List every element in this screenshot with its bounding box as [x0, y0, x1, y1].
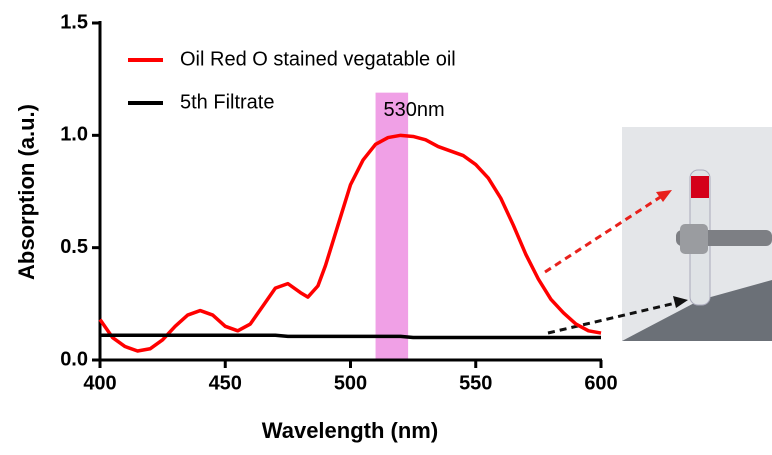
clamp-head	[680, 224, 708, 254]
highlight-band	[375, 92, 409, 360]
x-tick-label: 450	[209, 372, 242, 394]
y-tick-label: 0.0	[60, 348, 88, 370]
arrow-black-head	[673, 296, 688, 308]
series-line	[100, 333, 601, 340]
y-tick-label: 1.5	[60, 11, 88, 33]
band-label: 530nm	[384, 99, 445, 121]
x-tick-label: 550	[459, 372, 492, 394]
x-tick-label: 400	[83, 372, 116, 394]
y-axis-label: Absorption (a.u.)	[14, 104, 39, 280]
x-tick-label: 600	[584, 372, 617, 394]
y-tick-label: 0.5	[60, 236, 88, 258]
x-axis-label: Wavelength (nm)	[262, 418, 438, 443]
y-tick-label: 1.0	[60, 124, 88, 146]
x-tick-label: 500	[334, 372, 367, 394]
photo-floor	[622, 280, 772, 341]
photo	[622, 127, 772, 341]
arrow-black	[547, 300, 681, 335]
series-line	[98, 133, 602, 353]
arrow-red-head	[656, 190, 672, 202]
legend-label: Oil Red O stained vegatable oil	[180, 48, 456, 70]
tube-oil	[691, 176, 709, 198]
legend-label: 5th Filtrate	[180, 91, 274, 113]
